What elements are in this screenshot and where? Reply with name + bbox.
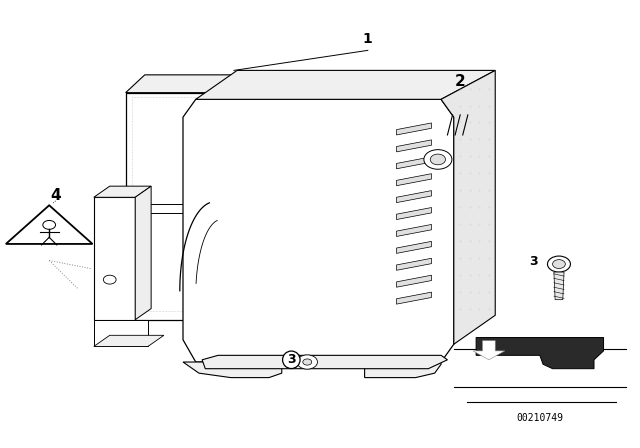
Polygon shape <box>94 335 164 346</box>
Polygon shape <box>396 140 431 152</box>
Circle shape <box>297 355 317 369</box>
Polygon shape <box>396 207 431 220</box>
Polygon shape <box>365 360 441 378</box>
Polygon shape <box>476 337 604 369</box>
Polygon shape <box>183 99 454 362</box>
Polygon shape <box>396 157 431 169</box>
Circle shape <box>103 275 116 284</box>
Circle shape <box>43 220 56 229</box>
Circle shape <box>547 256 570 272</box>
Polygon shape <box>125 93 246 320</box>
Text: 4: 4 <box>51 188 61 202</box>
Polygon shape <box>196 70 495 99</box>
Polygon shape <box>396 258 431 270</box>
Polygon shape <box>94 197 135 320</box>
Polygon shape <box>396 190 431 202</box>
Circle shape <box>424 150 452 169</box>
Polygon shape <box>6 205 93 244</box>
Polygon shape <box>183 362 282 378</box>
Polygon shape <box>473 340 505 360</box>
Polygon shape <box>441 70 495 344</box>
Polygon shape <box>125 75 266 93</box>
Polygon shape <box>135 186 151 320</box>
Polygon shape <box>396 241 431 254</box>
Text: 3: 3 <box>287 353 296 366</box>
Polygon shape <box>396 292 431 304</box>
Text: 1: 1 <box>363 32 372 46</box>
Polygon shape <box>94 320 148 346</box>
Polygon shape <box>396 275 431 287</box>
Polygon shape <box>396 123 431 135</box>
Text: 3: 3 <box>529 255 538 268</box>
Circle shape <box>430 154 445 165</box>
Text: 00210749: 00210749 <box>516 413 563 422</box>
Polygon shape <box>202 355 447 369</box>
Polygon shape <box>94 186 151 197</box>
Circle shape <box>552 260 565 268</box>
Polygon shape <box>396 224 431 237</box>
Circle shape <box>303 359 312 365</box>
Polygon shape <box>554 272 564 300</box>
Polygon shape <box>246 75 266 320</box>
Text: 2: 2 <box>455 74 465 89</box>
Polygon shape <box>396 174 431 186</box>
